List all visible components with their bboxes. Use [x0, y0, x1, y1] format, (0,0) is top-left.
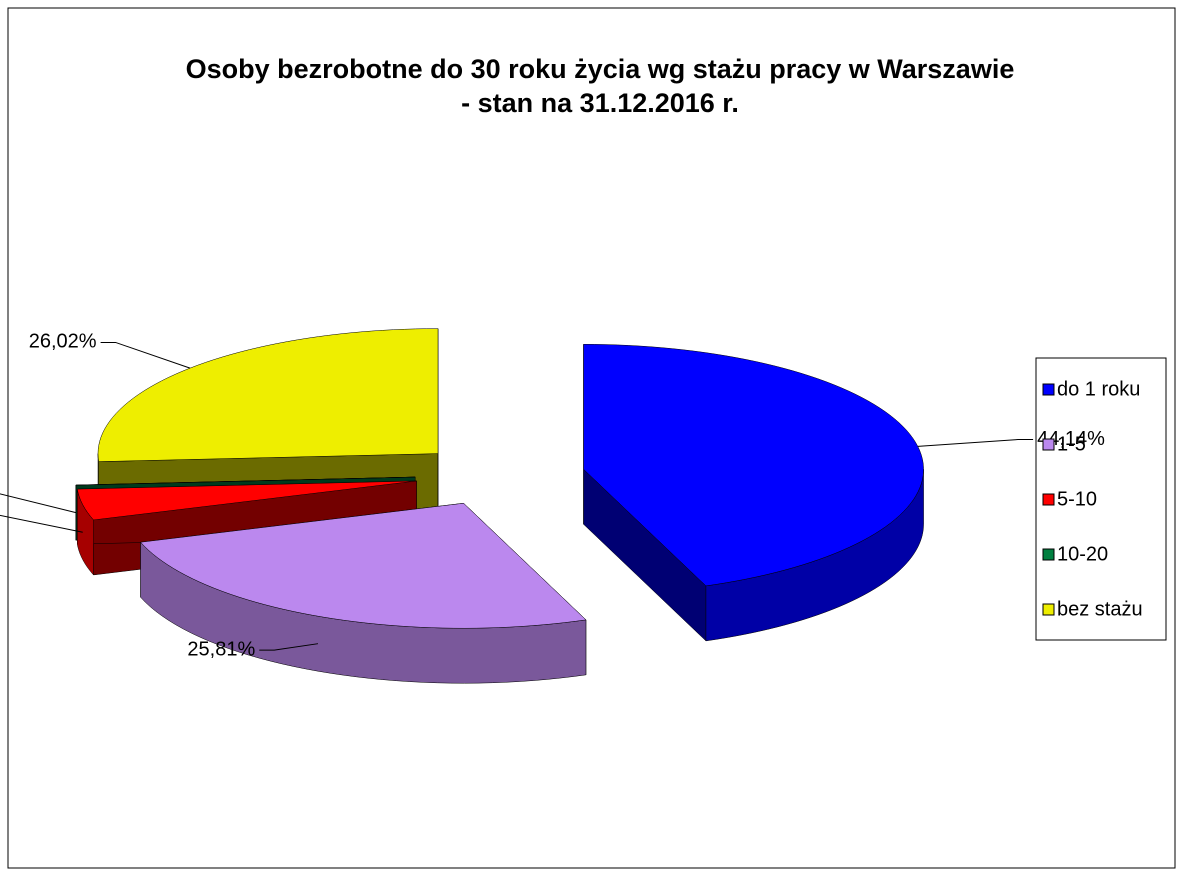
legend-swatch: [1042, 548, 1055, 561]
leader-line: [0, 514, 83, 533]
leader-line: [0, 493, 77, 514]
slice: [583, 344, 924, 642]
slice-top: [140, 502, 587, 629]
legend-label: 5-10: [1057, 488, 1097, 510]
slice-top: [583, 344, 924, 587]
legend-swatch: [1042, 438, 1055, 451]
legend-label: 1-5: [1057, 433, 1086, 455]
legend-label: 10-20: [1057, 543, 1108, 565]
slice-top: [76, 480, 417, 521]
legend-label: do 1 roku: [1057, 378, 1140, 400]
legend-label: bez stażu: [1057, 598, 1143, 620]
data-label: 26,02%: [29, 331, 97, 353]
legend-swatch: [1042, 383, 1055, 396]
data-label: 25,81%: [187, 638, 255, 660]
leader-line: [917, 439, 1034, 447]
legend-box: [1035, 357, 1167, 641]
slice-top: [97, 328, 439, 462]
legend-swatch: [1042, 493, 1055, 506]
chart-title: Osoby bezrobotne do 30 roku życia wg sta…: [185, 54, 1015, 118]
pie: [75, 328, 924, 684]
legend-swatch: [1042, 603, 1055, 616]
leader-line: [259, 643, 319, 651]
slice-top: [75, 476, 416, 486]
leader-line: [100, 341, 191, 369]
slice: [140, 502, 587, 684]
